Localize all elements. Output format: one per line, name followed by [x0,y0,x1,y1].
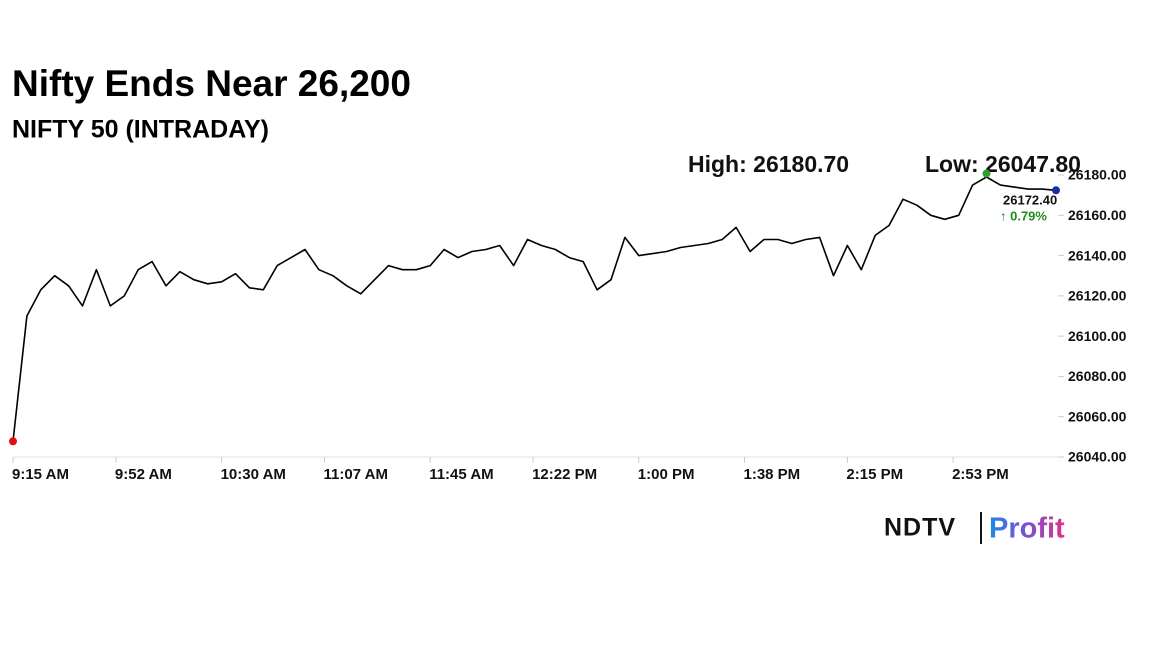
low-marker [9,437,17,446]
x-tick-label: 11:45 AM [429,466,493,483]
y-tick-label: 26140.00 [1068,247,1127,263]
x-tick-label: 2:15 PM [846,466,903,483]
chart-subtitle: NIFTY 50 (INTRADAY) [12,116,269,144]
chart-title: Nifty Ends Near 26,200 [12,63,411,104]
high-label: High: 26180.70 [688,151,849,177]
x-tick-label: 11:07 AM [324,466,388,483]
x-tick-label: 1:38 PM [743,466,800,483]
x-tick-label: 12:22 PM [532,466,597,483]
x-tick-label: 2:53 PM [952,466,1009,483]
high-marker [982,169,991,178]
close-marker [1052,186,1060,195]
brand-ndtv: NDTV [884,514,956,542]
x-tick-label: 10:30 AM [221,466,286,483]
close-label: 26172.40 [1003,192,1057,207]
y-tick-label: 26160.00 [1068,207,1127,223]
y-tick-label: 26040.00 [1068,449,1127,465]
y-tick-label: 26080.00 [1068,368,1127,384]
y-tick-label: 26060.00 [1068,408,1127,424]
x-tick-label: 9:15 AM [12,466,69,483]
y-tick-label: 26180.00 [1068,167,1127,183]
low-label: Low: 26047.80 [925,151,1081,177]
brand-profit: Profit [989,513,1065,545]
y-tick-label: 26120.00 [1068,288,1127,304]
price-line [12,176,1057,442]
x-tick-label: 9:52 AM [115,466,172,483]
change-label: ↑ 0.79% [1000,208,1047,223]
brand-separator [980,512,982,544]
x-tick-label: 1:00 PM [638,466,695,483]
y-tick-label: 26100.00 [1068,328,1127,344]
